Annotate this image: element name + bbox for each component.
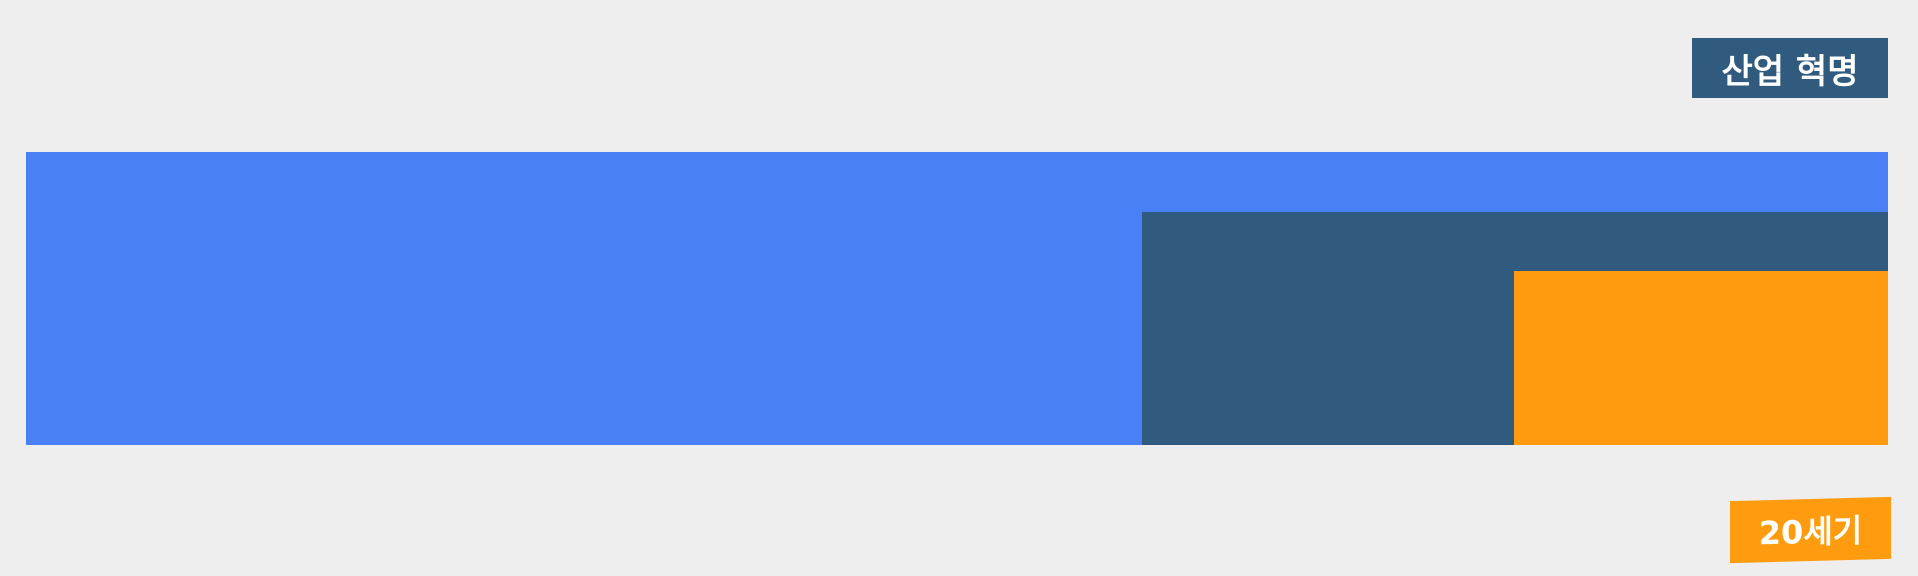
twentieth-century-label: 20세기: [1730, 496, 1891, 564]
twentieth-century-block: [1514, 271, 1888, 445]
industrial-revolution-label: 산업 혁명: [1692, 38, 1888, 98]
